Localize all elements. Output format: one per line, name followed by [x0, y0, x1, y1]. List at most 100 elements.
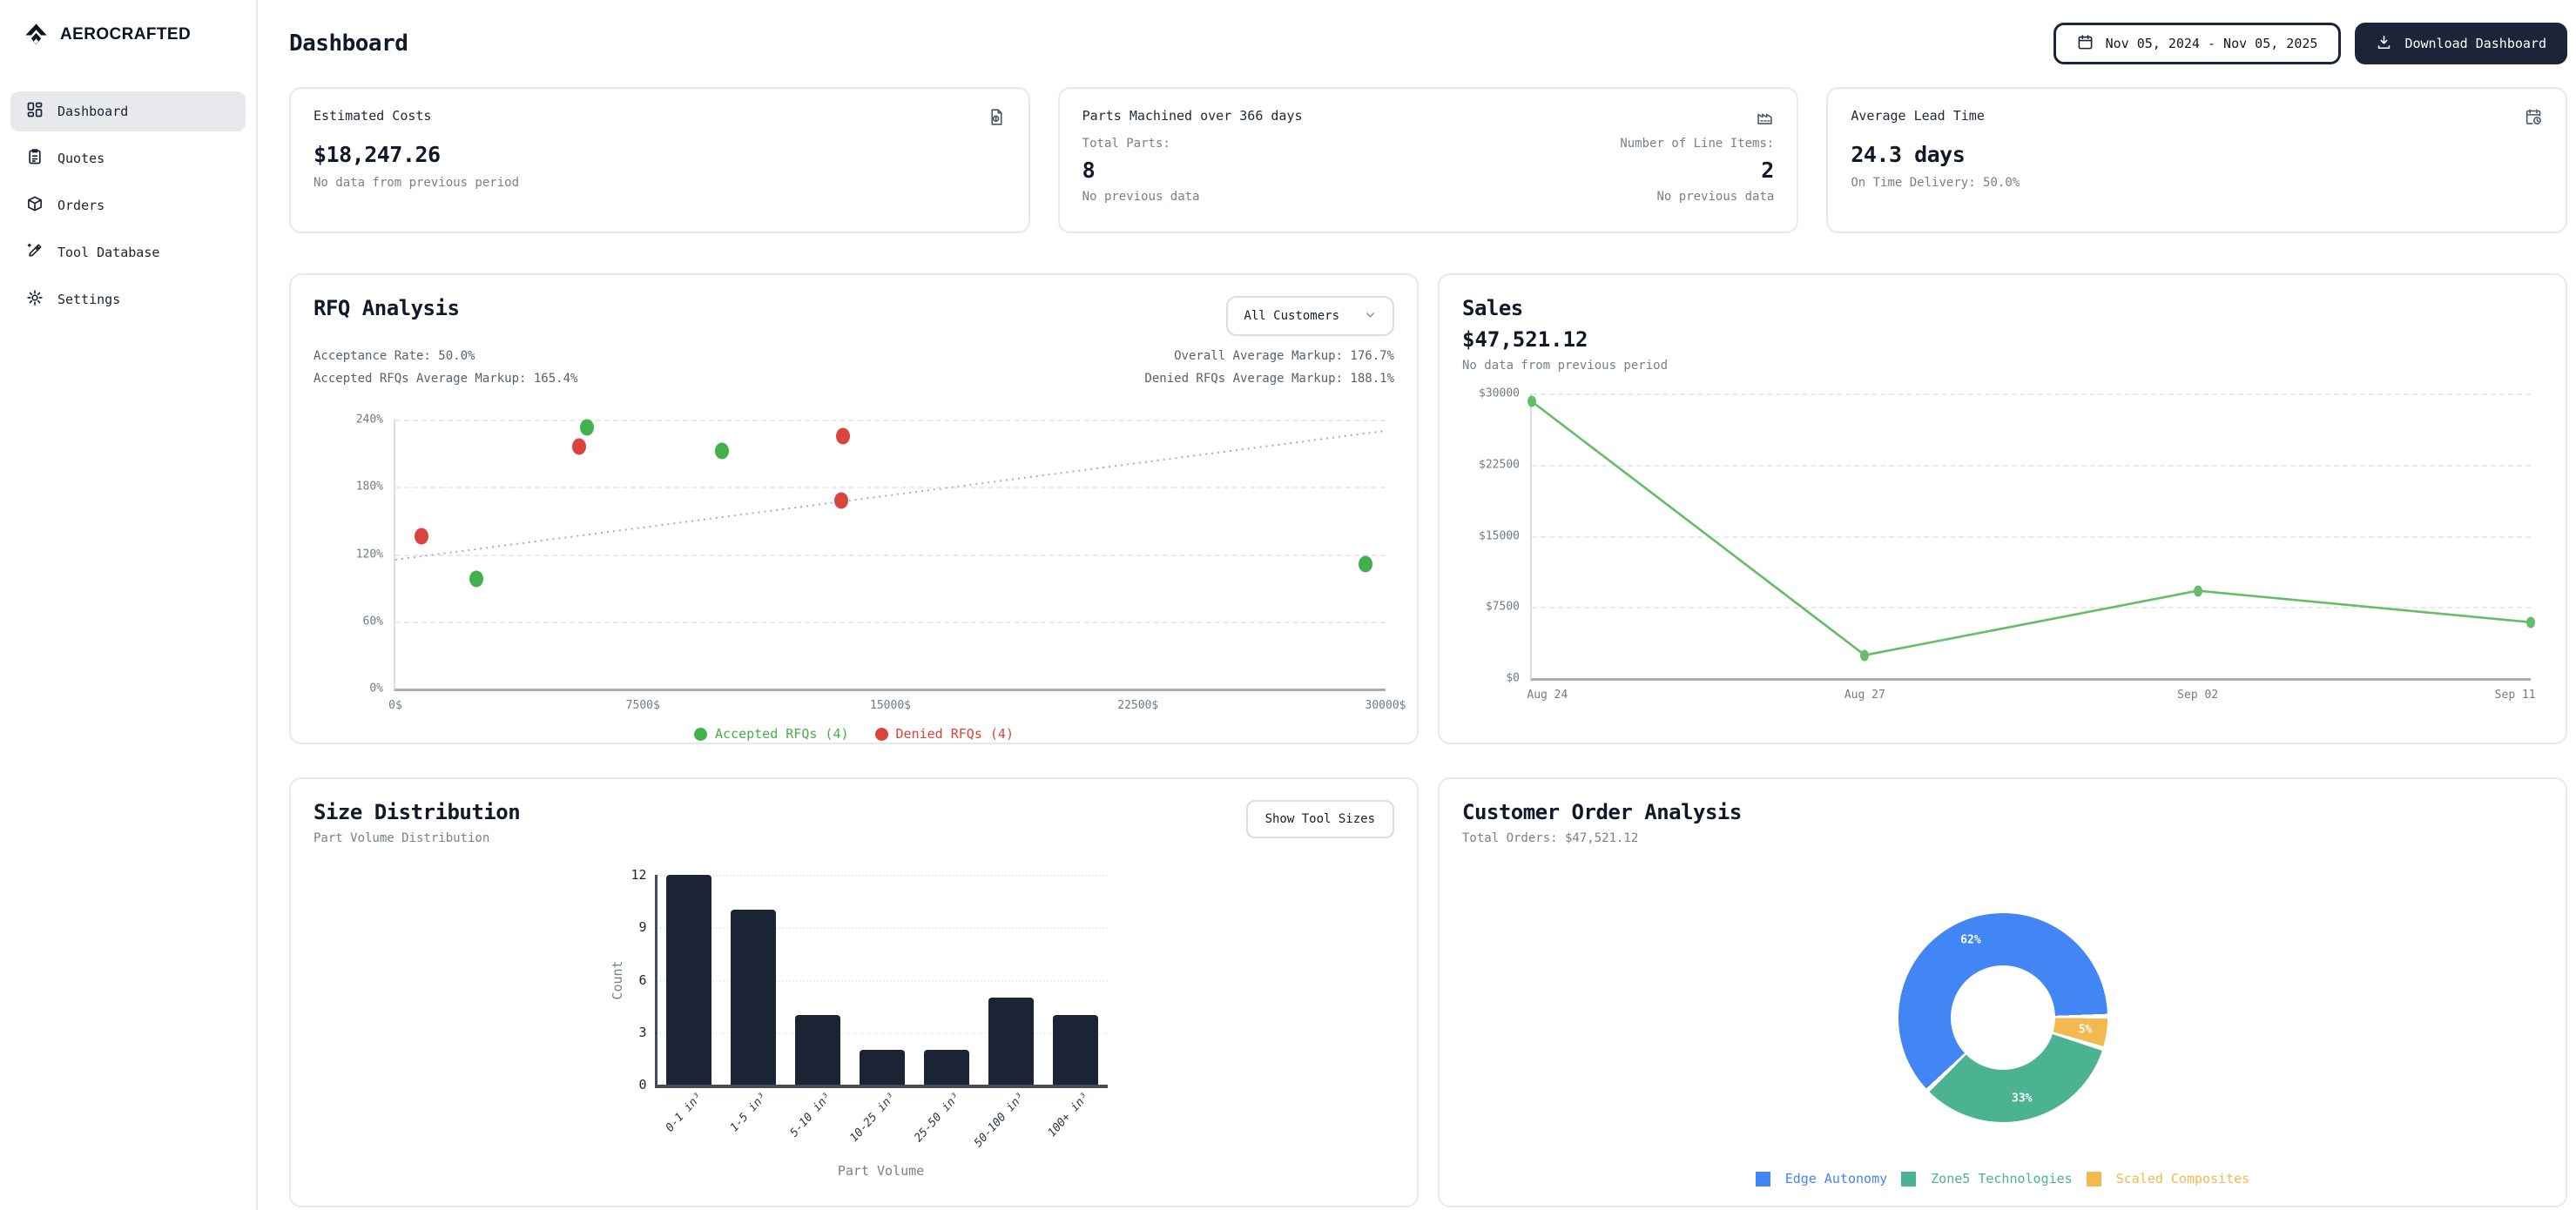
y-tick-label: 180%: [355, 480, 383, 494]
sidebar-item-label: Dashboard: [57, 104, 129, 119]
x-tick-label: Sep 11: [2494, 689, 2536, 702]
y-tick-label: 9: [638, 919, 647, 936]
panel-title: RFQ Analysis: [314, 296, 460, 320]
y-tick-label: 60%: [362, 615, 383, 629]
sidebar-item-label: Orders: [57, 198, 105, 213]
scatter-point: [833, 492, 848, 509]
bar-slot: [979, 875, 1043, 1085]
calendar-icon: [2077, 34, 2094, 54]
tool-icon: [26, 242, 44, 263]
bar: [795, 1014, 841, 1085]
line-items-stat: Number of Line Items: 2 No previous data: [1620, 137, 1774, 204]
y-gridline: [395, 554, 1386, 556]
date-range-button[interactable]: Nov 05, 2024 - Nov 05, 2025: [2053, 23, 2342, 64]
chart-line-layer: [1532, 393, 2531, 678]
date-range-label: Nov 05, 2024 - Nov 05, 2025: [2105, 36, 2318, 51]
card-average-lead-time: Average Lead Time 24.3 days On Time Deli…: [1826, 87, 2567, 233]
line-point: [1860, 649, 1870, 662]
panel-subtitle: Total Orders: $47,521.12: [1462, 831, 1639, 845]
download-icon: [2376, 34, 2392, 54]
chevron-down-icon: [1364, 308, 1377, 325]
legend-label: Denied RFQs (4): [895, 726, 1014, 742]
brand-name: AEROCRAFTED: [60, 24, 192, 44]
legend-item[interactable]: Denied RFQs (4): [874, 726, 1014, 742]
rfq-stat-overall-markup: Overall Average Markup: 176.7%: [1174, 349, 1394, 363]
sidebar-item-quotes[interactable]: Quotes: [10, 138, 246, 178]
scatter-point: [579, 419, 594, 436]
y-gridline: [395, 420, 1386, 421]
sidebar-item-label: Tool Database: [57, 245, 160, 260]
y-gridline: [395, 487, 1386, 489]
legend-item[interactable]: Scaled Composites: [2086, 1171, 2249, 1186]
legend-dot: [694, 727, 707, 741]
y-gridline: [657, 1032, 1108, 1034]
charts-row-2: Size Distribution Part Volume Distributi…: [289, 777, 2567, 1207]
bar-slot: [1043, 875, 1108, 1085]
x-tick-label: 15000$: [870, 699, 911, 712]
scatter-point: [715, 442, 730, 460]
x-tick-label: 0$: [388, 699, 402, 712]
card-parts-machined: Parts Machined over 366 days Total Parts…: [1057, 87, 1799, 233]
show-tool-sizes-button[interactable]: Show Tool Sizes: [1245, 800, 1394, 838]
y-tick-label: 3: [638, 1024, 647, 1040]
y-tick-label: $0: [1506, 671, 1520, 685]
bar-category-label: 100+ in³: [1045, 1090, 1092, 1140]
scatter-point: [415, 528, 429, 545]
y-gridline: [657, 979, 1108, 982]
legend-label: Edge Autonomy: [1784, 1171, 1888, 1186]
bar-category-label: 10-25 in³: [847, 1090, 899, 1146]
sidebar-nav: Dashboard Quotes Orders: [0, 91, 256, 319]
sidebar-item-tool-database[interactable]: Tool Database: [10, 232, 246, 272]
y-tick-label: 0: [638, 1077, 647, 1092]
stat-subtext: No previous data: [1656, 190, 1775, 204]
legend-label: Accepted RFQs (4): [715, 726, 849, 742]
panel-subtitle: Part Volume Distribution: [314, 831, 490, 845]
customer-filter-dropdown[interactable]: All Customers: [1226, 296, 1394, 336]
donut-slice-label: 62%: [1960, 933, 1981, 947]
line-point: [1527, 395, 1536, 407]
legend-dot: [874, 727, 888, 741]
x-tick-label: 7500$: [625, 699, 660, 712]
card-subtext: On Time Delivery: 50.0%: [1851, 176, 2020, 190]
legend-item[interactable]: Zone5 Technologies: [1901, 1171, 2073, 1186]
size-distribution-panel: Size Distribution Part Volume Distributi…: [289, 777, 1419, 1207]
stat-value: 2: [1761, 158, 1775, 183]
legend-item[interactable]: Accepted RFQs (4): [694, 726, 849, 742]
download-dashboard-button[interactable]: Download Dashboard: [2355, 23, 2567, 64]
y-gridline: [1532, 607, 2531, 609]
customer-donut-chart: 62% 5% 33%: [1898, 913, 2107, 1122]
stat-subtext: No previous data: [1082, 190, 1200, 204]
sidebar-item-dashboard[interactable]: Dashboard: [10, 91, 246, 131]
main-content: Dashboard Nov 05, 2024 - Nov 05, 2025 Do…: [258, 0, 2576, 1210]
total-parts-stat: Total Parts: 8 No previous data: [1082, 137, 1200, 204]
stat-label: Total Parts:: [1082, 137, 1170, 151]
scatter-point: [469, 570, 483, 588]
sidebar-item-orders[interactable]: Orders: [10, 185, 246, 225]
bar-category-label: 1-5 in³: [728, 1090, 770, 1135]
bar-y-axis-label: Count: [609, 959, 625, 1000]
bar-category-label: 5-10 in³: [787, 1090, 834, 1140]
legend-item[interactable]: Edge Autonomy: [1755, 1171, 1888, 1186]
customer-order-panel: Customer Order Analysis Total Orders: $4…: [1438, 777, 2567, 1207]
brand-logo: AEROCRAFTED: [0, 23, 256, 46]
y-tick-label: $30000: [1479, 387, 1520, 400]
sidebar-item-label: Quotes: [57, 151, 105, 166]
line-point: [2526, 616, 2535, 629]
card-value: 24.3 days: [1851, 142, 1966, 167]
rfq-stat-denied-markup: Denied RFQs Average Markup: 188.1%: [1144, 372, 1394, 386]
legend-swatch: [2086, 1171, 2101, 1186]
sidebar-item-label: Settings: [57, 292, 121, 307]
y-tick-label: 0%: [369, 682, 383, 696]
sidebar-item-settings[interactable]: Settings: [10, 279, 246, 319]
bar-category-label: 0-1 in³: [664, 1090, 706, 1135]
card-estimated-costs: Estimated Costs $18,247.26 No data from …: [289, 87, 1030, 233]
rfq-stats: Acceptance Rate: 50.0% Accepted RFQs Ave…: [314, 345, 1394, 390]
line-point: [2193, 585, 2202, 597]
y-gridline: [657, 875, 1108, 877]
y-gridline: [1532, 393, 2531, 395]
dashboard-grid-icon: [26, 101, 44, 122]
rfq-scatter-plot: 0% 60% 120% 180% 240% 0$ 7500$ 15000$ 22500$ 3000…: [356, 413, 1406, 713]
clipboard-icon: [26, 148, 44, 169]
stat-label: Number of Line Items:: [1620, 137, 1775, 151]
y-tick-label: 240%: [355, 413, 383, 427]
